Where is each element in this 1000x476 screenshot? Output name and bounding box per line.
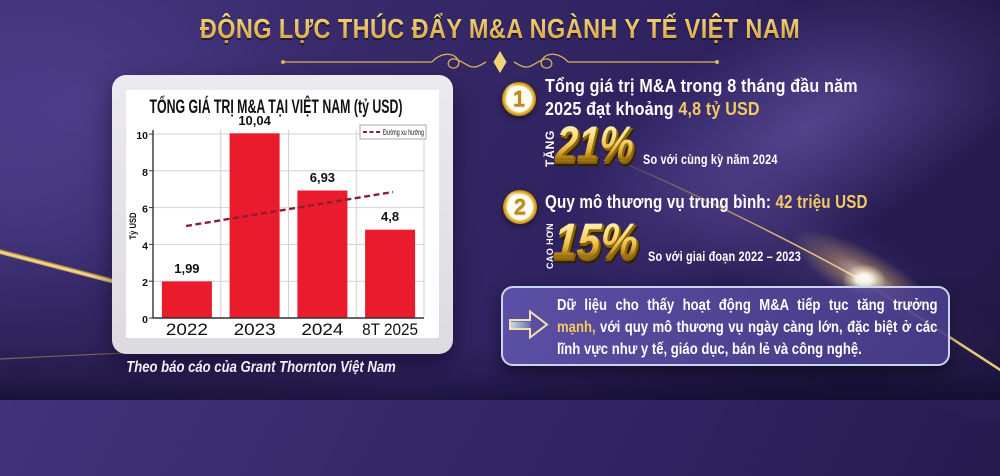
svg-text:8: 8 xyxy=(142,167,148,179)
svg-text:4,8: 4,8 xyxy=(381,209,399,224)
svg-text:1,99: 1,99 xyxy=(174,261,199,276)
svg-text:TỔNG GIÁ TRỊ M&A TẠI VIỆT NAM: TỔNG GIÁ TRỊ M&A TẠI VIỆT NAM (tỷ USD) xyxy=(150,94,403,118)
svg-text:6,93: 6,93 xyxy=(310,170,335,185)
svg-text:2024: 2024 xyxy=(301,320,343,338)
svg-text:4: 4 xyxy=(142,240,148,252)
svg-text:10,04: 10,04 xyxy=(238,113,271,128)
svg-text:Tỷ USD: Tỷ USD xyxy=(128,212,139,239)
svg-text:2: 2 xyxy=(142,277,148,289)
svg-text:10: 10 xyxy=(136,130,148,142)
svg-text:Đường xu hướng: Đường xu hướng xyxy=(383,128,424,137)
svg-text:2023: 2023 xyxy=(234,320,276,338)
svg-text:2022: 2022 xyxy=(166,320,208,338)
svg-text:6: 6 xyxy=(142,204,148,216)
svg-text:0: 0 xyxy=(142,314,148,326)
svg-text:8T 2025: 8T 2025 xyxy=(362,320,418,338)
